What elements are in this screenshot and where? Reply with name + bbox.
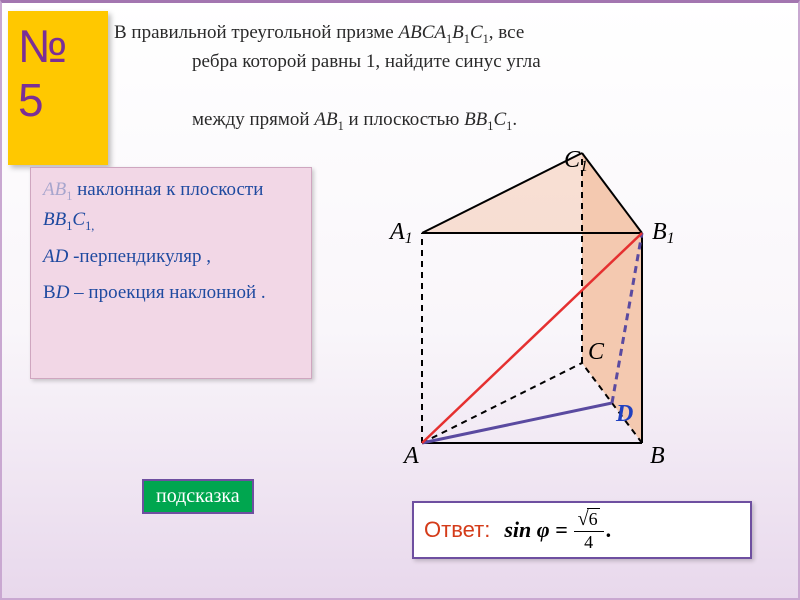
- txt: и плоскостью: [344, 109, 464, 130]
- txt: D: [56, 282, 70, 303]
- answer-label: Ответ:: [424, 517, 490, 543]
- txt: наклонная к плоскости: [72, 179, 263, 200]
- txt: .: [606, 517, 612, 553]
- txt: 6: [587, 508, 600, 530]
- txt: C: [470, 22, 483, 43]
- txt: AB: [314, 109, 337, 130]
- label-A1: A1: [388, 219, 413, 247]
- answer-box: Ответ: sin φ = √6 4 .: [412, 501, 752, 559]
- txt: 1: [66, 189, 72, 203]
- txt: BB: [464, 109, 487, 130]
- badge-line1: №: [18, 19, 98, 73]
- problem-line1: В правильной треугольной призме ABCA1B1C…: [114, 19, 774, 48]
- label-B: B: [650, 443, 665, 469]
- hint-p1: AB1 наклонная к плоскости BB1C1,: [43, 176, 299, 235]
- txt: 1,: [85, 218, 94, 232]
- txt: между прямой: [192, 109, 314, 130]
- answer-expr: sin φ =: [504, 517, 567, 543]
- txt: AD: [43, 246, 68, 267]
- txt: ABCA: [398, 22, 446, 43]
- hint-callout: AB1 наклонная к плоскости BB1C1, AD -пер…: [30, 167, 312, 379]
- txt: AB: [43, 179, 66, 200]
- hint-p3: BD – проекция наклонной .: [43, 279, 299, 307]
- txt: В правильной треугольной призме: [114, 22, 398, 43]
- txt: – проекция наклонной .: [69, 282, 265, 303]
- problem-line2: ребра которой равны 1, найдите синус угл…: [192, 51, 541, 73]
- txt: , все: [489, 22, 524, 43]
- hint-p2: AD -перпендикуляр ,: [43, 243, 299, 271]
- prism-diagram: A B C A1 B1 C1 D: [362, 143, 722, 483]
- txt: -перпендикуляр ,: [68, 246, 211, 267]
- label-C1: C1: [564, 147, 588, 175]
- face-top: [422, 153, 642, 233]
- txt: C: [72, 209, 85, 230]
- label-A: A: [402, 443, 419, 469]
- label-C: C: [588, 339, 605, 365]
- txt: BB: [43, 209, 66, 230]
- problem-line3: между прямой AB1 и плоскостью BB1C1.: [192, 109, 517, 134]
- txt: B: [452, 22, 464, 43]
- txt: C: [493, 109, 506, 130]
- label-D: D: [615, 401, 633, 427]
- txt: B: [43, 282, 56, 303]
- hint-button[interactable]: подсказка: [142, 479, 254, 514]
- txt: .: [512, 109, 517, 130]
- badge-line2: 5: [18, 73, 98, 127]
- line-AD: [422, 403, 612, 443]
- label-B1: B1: [652, 219, 675, 247]
- txt: 4: [574, 532, 604, 553]
- answer-fraction: √6 4: [574, 508, 604, 553]
- problem-number-badge: № 5: [8, 11, 108, 165]
- edge-AC: [422, 363, 582, 443]
